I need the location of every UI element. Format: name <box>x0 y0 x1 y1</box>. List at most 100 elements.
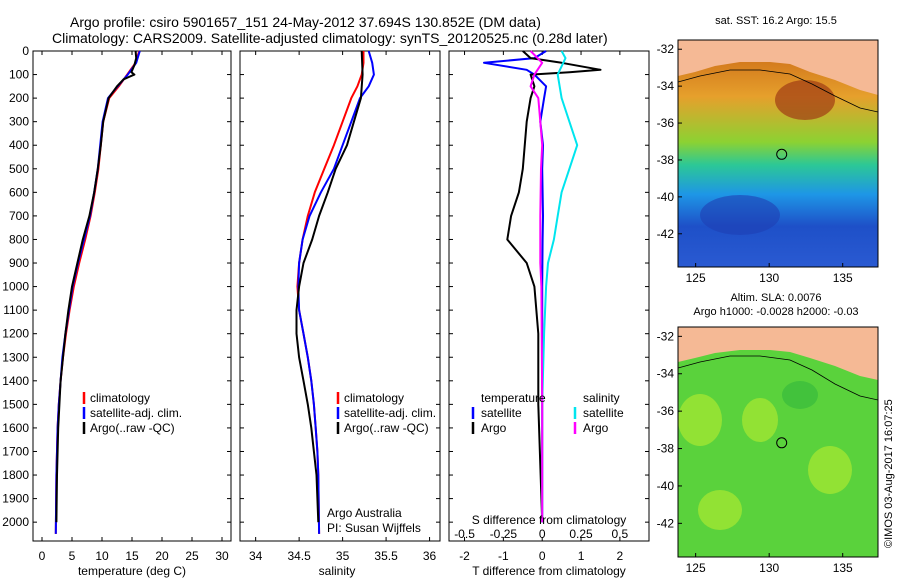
map-lon-tick-label: 130 <box>759 271 779 285</box>
depth-tick-label: 300 <box>9 115 29 129</box>
depth-tick-label: 1200 <box>2 327 29 341</box>
salinity-legend: climatology satellite-adj. clim. Argo(..… <box>336 391 436 435</box>
map-lat-tick-label: -42 <box>657 516 675 530</box>
tdiff-xlabel: T difference from climatology <box>472 564 626 578</box>
x-tick-label: 10 <box>95 549 109 563</box>
series-line-temperature-argo <box>506 50 602 523</box>
map-lon-tick-label: 125 <box>686 561 706 575</box>
depth-tick-label: 100 <box>9 68 29 82</box>
legend-temperature-title: temperature <box>481 391 546 405</box>
legend-label-climatology: climatology <box>344 391 404 405</box>
map-lat-tick-label: -36 <box>657 404 675 418</box>
x-tick-label: 15 <box>125 549 139 563</box>
map-lat-tick-label: -34 <box>657 79 675 93</box>
difference-panel-frame <box>448 50 650 542</box>
series-line-climatology <box>54 50 141 534</box>
x-tick-label: -1 <box>498 549 509 563</box>
series-line-temperature-satellite <box>483 50 548 523</box>
x-top-tick-label: 0.5 <box>612 527 629 541</box>
x-top-tick-label: 0.25 <box>569 527 593 541</box>
legend-label-sal-argo: Argo <box>583 421 609 435</box>
figure-title-line1: Argo profile: csiro 5901657_151 24-May-2… <box>70 14 541 30</box>
depth-tick-label: 1900 <box>2 492 29 506</box>
map-lon-tick-label: 135 <box>833 271 853 285</box>
sdiff-xlabel: S difference from climatology <box>472 513 627 527</box>
x-tick-label: 35 <box>336 549 350 563</box>
imos-stamp: ©IMOS 03-Aug-2017 16:07:25 <box>883 399 895 548</box>
depth-axis: 0 100 200 300 400 500 600 700 800 900 1000 1100 1200… <box>2 44 649 529</box>
sst-isobath <box>678 69 878 113</box>
depth-tick-label: 1100 <box>3 303 29 317</box>
depth-tick-label: 200 <box>9 91 29 105</box>
sst-land <box>678 40 878 95</box>
depth-tick-label: 500 <box>9 162 29 176</box>
credit-line1: Argo Australia <box>327 506 402 520</box>
depth-tick-label: 1400 <box>2 374 29 388</box>
x-tick-label: 0 <box>39 549 46 563</box>
series-line-salinity-satellite <box>541 50 579 523</box>
depth-tick-label: 1600 <box>2 421 29 435</box>
series-line-satellite-adj-clim- <box>54 50 141 534</box>
legend-label-satellite: satellite-adj. clim. <box>344 406 436 420</box>
depth-tick-label: 1700 <box>2 444 29 458</box>
map-lon-tick-label: 125 <box>686 271 706 285</box>
map-lat-tick-label: -40 <box>657 190 675 204</box>
depth-tick-label: 0 <box>22 44 29 58</box>
sla-map <box>678 327 878 557</box>
depth-tick-label: 1300 <box>2 350 29 364</box>
sla-map-title1: Altim. SLA: 0.0076 <box>730 292 821 304</box>
series-line-satellite-adj-clim- <box>297 50 375 534</box>
map-lat-tick-label: -38 <box>657 153 675 167</box>
x-top-tick-label: 0 <box>539 527 546 541</box>
legend-label-argo: Argo(..raw -QC) <box>90 421 175 435</box>
sla-land <box>678 327 878 380</box>
x-tick-label: -2 <box>459 549 470 563</box>
sla-patch <box>742 398 778 442</box>
sla-map-frame <box>677 326 879 558</box>
depth-tick-label: 1000 <box>2 280 29 294</box>
x-top-tick-label: -0.5 <box>454 527 475 541</box>
depth-tick-label: 1800 <box>2 468 29 482</box>
legend-label-temp-satellite: satellite <box>481 406 522 420</box>
x-tick-label: 0 <box>539 549 546 563</box>
series-line-argo-raw-qc- <box>55 50 138 523</box>
sst-map-title: sat. SST: 16.2 Argo: 15.5 <box>715 15 837 27</box>
sst-warm-patch <box>775 80 835 120</box>
profile-series <box>54 50 602 534</box>
series-line-salinity-argo <box>529 50 544 523</box>
series-line-argo-raw-qc- <box>295 50 364 523</box>
sla-patch <box>698 490 742 530</box>
x-tick-label: 36 <box>423 549 437 563</box>
x-top-tick-label: -0.25 <box>490 527 518 541</box>
depth-tick-label: 2000 <box>2 515 29 529</box>
depth-tick-label: 800 <box>9 232 29 246</box>
sla-float-marker <box>776 437 788 449</box>
x-tick-label: 20 <box>155 549 169 563</box>
depth-tick-label: 1500 <box>2 397 29 411</box>
sst-map-frame <box>677 39 879 268</box>
map-lat-tick-label: -36 <box>657 116 675 130</box>
map-lat-tick-label: -32 <box>657 329 675 343</box>
map-lat-tick-label: -34 <box>657 367 675 381</box>
sla-isobath <box>678 355 878 401</box>
difference-legend: temperature satellite Argo salinity sate… <box>471 391 624 435</box>
temperature-panel-frame <box>32 50 232 542</box>
map-lon-tick-label: 135 <box>833 561 853 575</box>
sla-patch <box>808 446 852 494</box>
x-tick-label: 5 <box>69 549 76 563</box>
legend-label-temp-argo: Argo <box>481 421 507 435</box>
sla-patch <box>782 381 818 409</box>
salinity-xlabel: salinity <box>319 564 356 578</box>
legend-label-satellite: satellite-adj. clim. <box>90 406 182 420</box>
credit-line2: PI: Susan Wijffels <box>327 521 421 535</box>
sla-patch <box>678 394 722 446</box>
map-lat-tick-label: -38 <box>657 442 675 456</box>
map-lon-tick-label: 130 <box>759 561 779 575</box>
x-tick-label: 34.5 <box>287 549 311 563</box>
legend-label-sal-satellite: satellite <box>583 406 624 420</box>
salinity-panel-frame <box>239 50 441 542</box>
x-tick-label: 25 <box>185 549 199 563</box>
x-axes: 0 5 10 15 20 25 30 34 34.5 35 35.5 36 -2 -1 0 1 2 -0.5 -0.… <box>39 51 629 563</box>
depth-tick-label: 600 <box>9 185 29 199</box>
